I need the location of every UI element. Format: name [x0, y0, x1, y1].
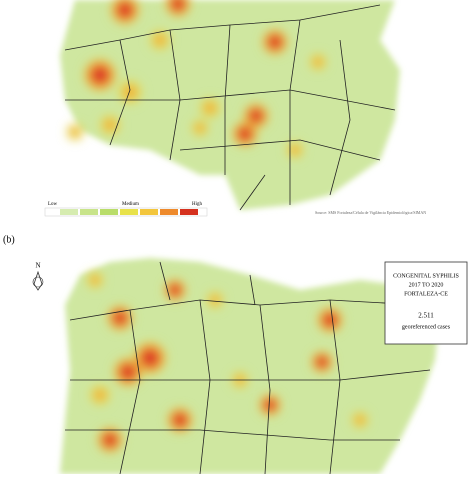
- panel-label: (b): [3, 234, 15, 245]
- info-title: FORTALEZA-CE: [404, 291, 448, 297]
- map-bottom: [60, 258, 440, 475]
- info-title: 2017 TO 2020: [409, 282, 444, 288]
- legend-high: High: [192, 202, 203, 207]
- north-label: N: [35, 262, 40, 270]
- legend-medium: Medium: [122, 202, 139, 207]
- info-title: CONGENITAL SYPHILIS: [393, 273, 459, 279]
- info-count: 2.511: [418, 312, 434, 320]
- info-count-label: georeferenced cases: [402, 323, 451, 330]
- north-arrow: N: [32, 262, 44, 291]
- info-box: CONGENITAL SYPHILIS 2017 TO 2020 FORTALE…: [384, 261, 468, 345]
- legend-low: Low: [48, 202, 58, 207]
- map-top: [60, 0, 400, 211]
- legend: Low Medium High: [44, 202, 208, 217]
- source: Source: SMS Fortaleza/Célula de Vigilânc…: [315, 210, 426, 215]
